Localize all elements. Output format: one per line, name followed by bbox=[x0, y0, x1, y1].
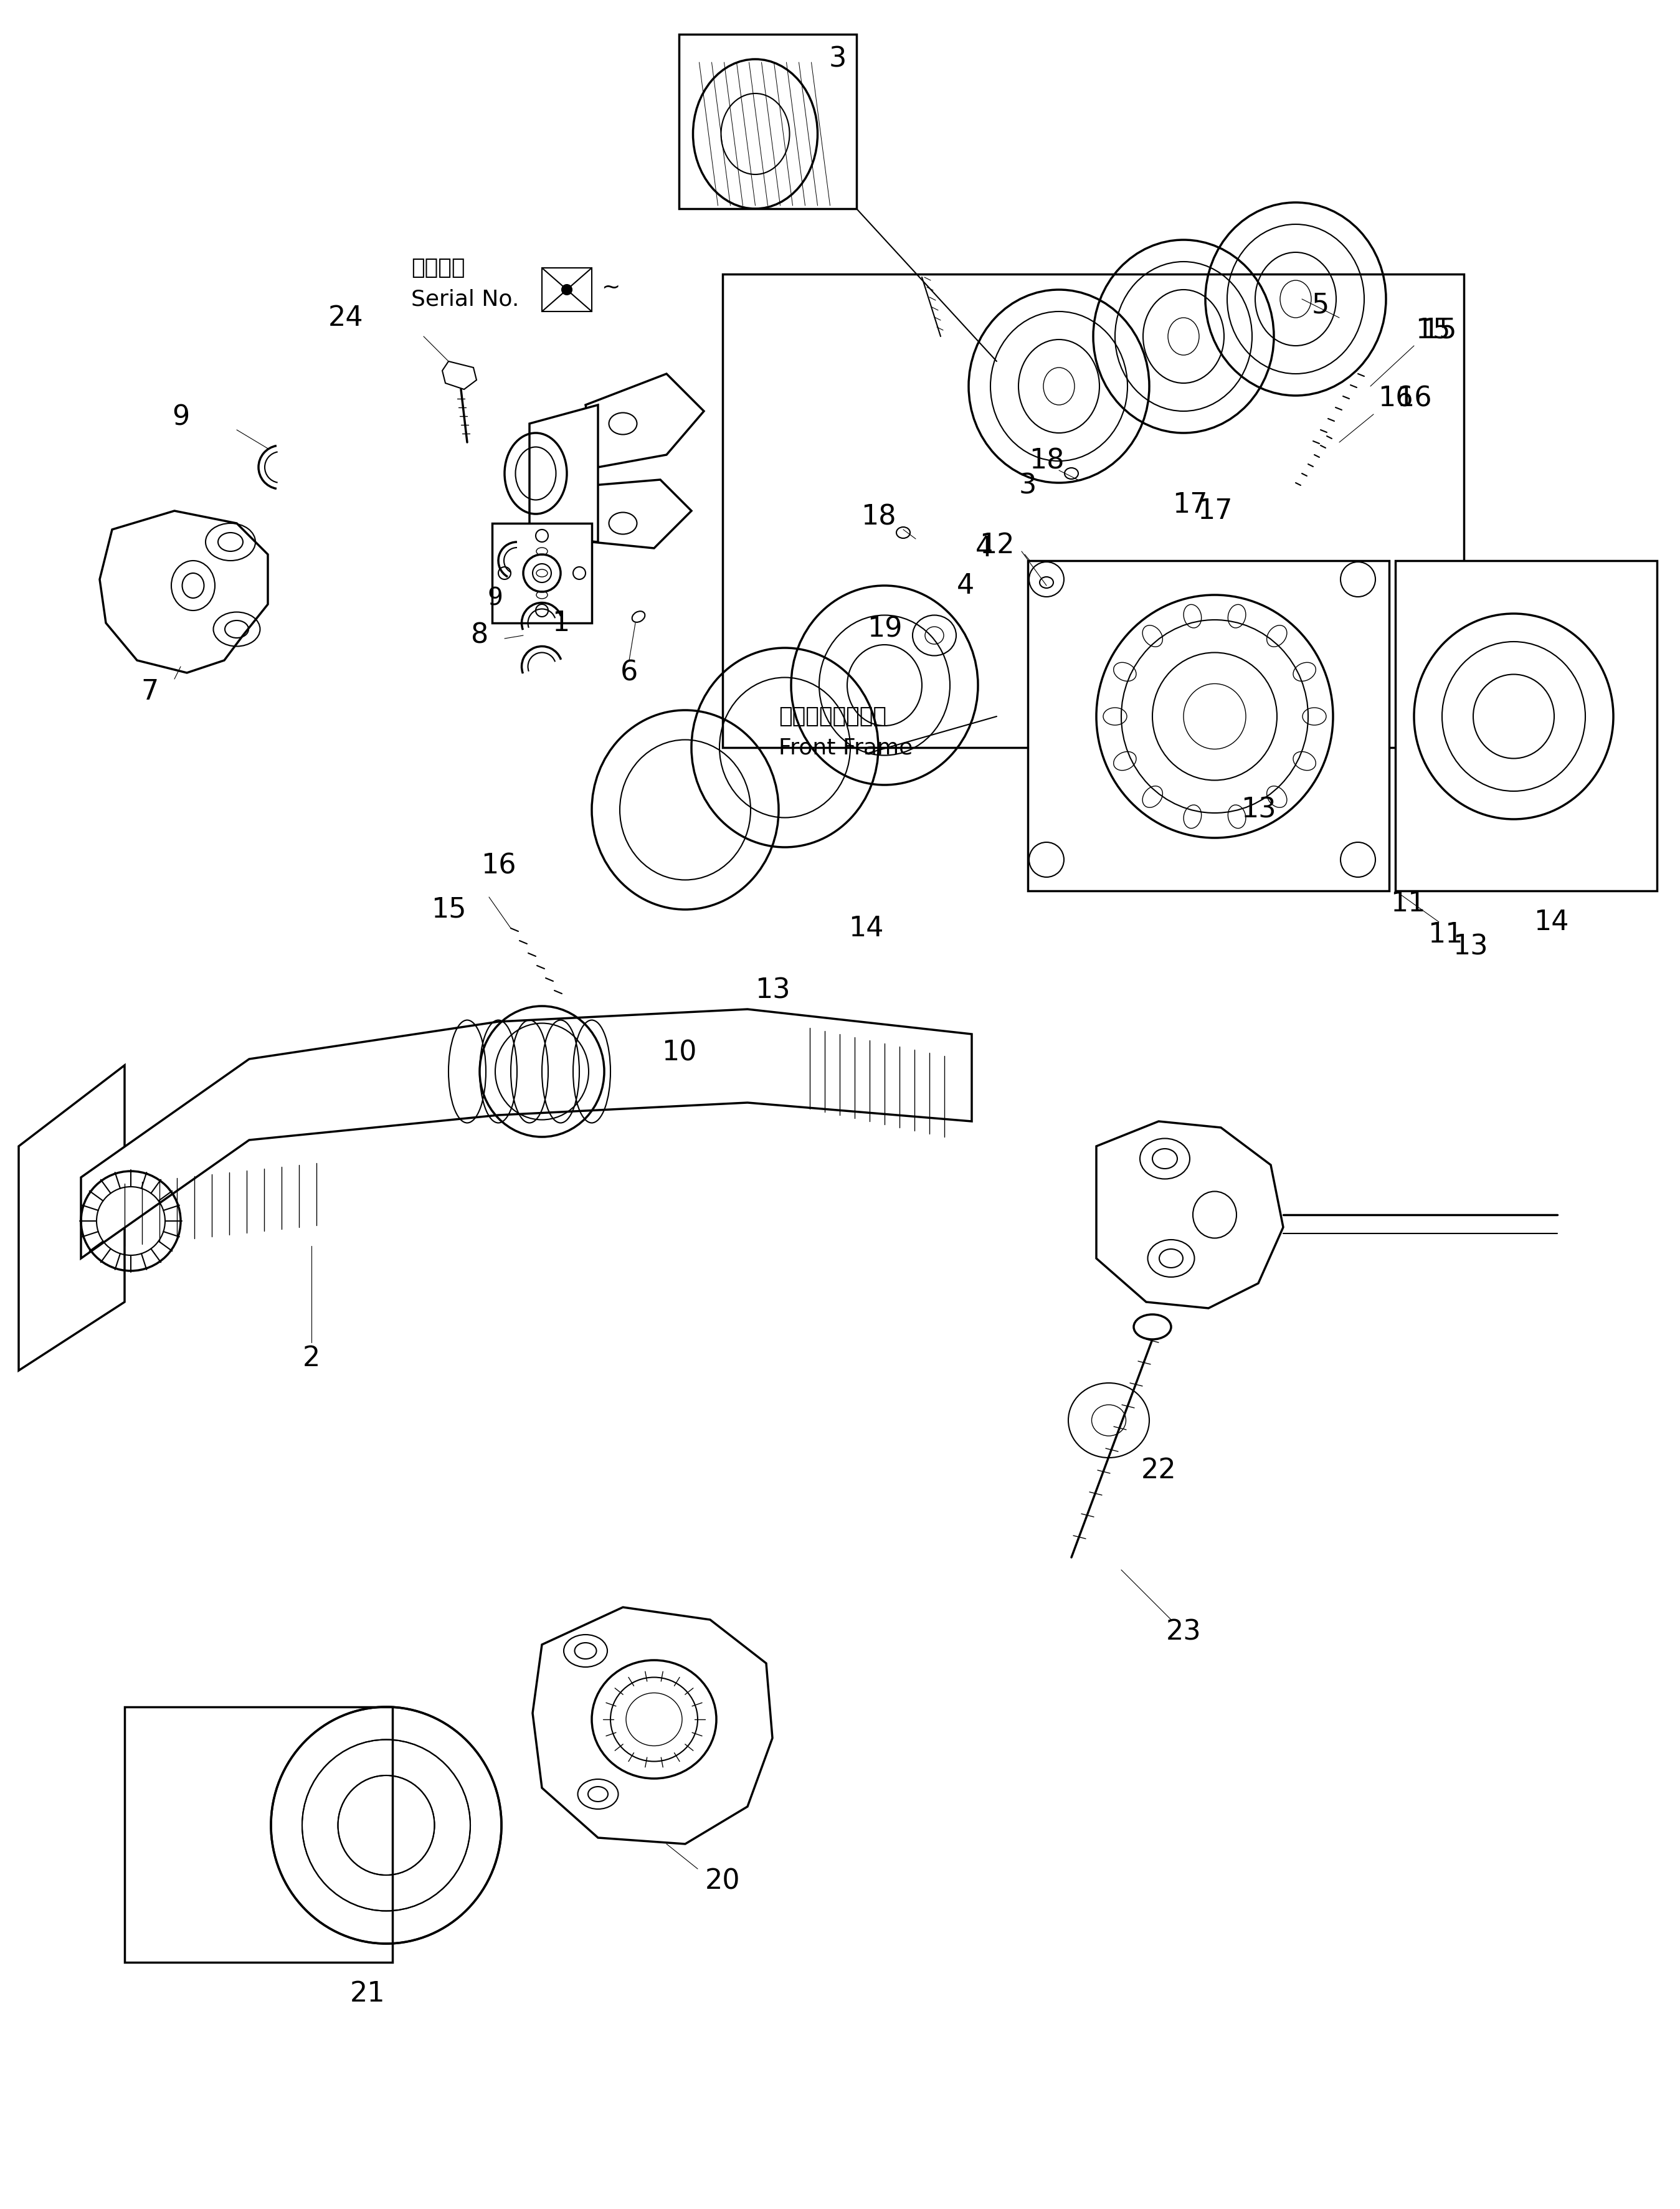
Text: 17: 17 bbox=[1198, 497, 1233, 524]
Text: 24: 24 bbox=[328, 305, 363, 331]
Text: 4: 4 bbox=[956, 572, 974, 599]
Text: 6: 6 bbox=[620, 660, 638, 687]
Text: 9: 9 bbox=[171, 404, 190, 431]
Bar bbox=[679, 35, 857, 208]
Text: 14: 14 bbox=[848, 915, 884, 941]
Text: 2: 2 bbox=[302, 1345, 321, 1372]
Text: 15: 15 bbox=[1415, 316, 1450, 345]
Text: 15: 15 bbox=[430, 897, 465, 923]
Text: 23: 23 bbox=[1166, 1619, 1201, 1646]
Text: 5: 5 bbox=[1312, 292, 1329, 318]
Polygon shape bbox=[533, 1608, 773, 1845]
Text: 3: 3 bbox=[1020, 473, 1037, 499]
Text: 18: 18 bbox=[860, 504, 895, 530]
Bar bbox=[1396, 561, 1656, 890]
Bar bbox=[543, 267, 591, 311]
Text: 11: 11 bbox=[1389, 890, 1425, 917]
Text: ~: ~ bbox=[601, 276, 620, 298]
Polygon shape bbox=[722, 274, 1463, 747]
Polygon shape bbox=[18, 1065, 124, 1370]
Bar bbox=[1028, 561, 1389, 890]
Polygon shape bbox=[586, 373, 704, 468]
Text: 11: 11 bbox=[1428, 921, 1463, 948]
Text: 16: 16 bbox=[1378, 384, 1413, 413]
Text: Front Frame: Front Frame bbox=[778, 738, 912, 758]
Text: 16: 16 bbox=[480, 853, 516, 879]
Polygon shape bbox=[81, 1010, 971, 1259]
Text: 13: 13 bbox=[1240, 797, 1275, 824]
Polygon shape bbox=[529, 404, 598, 541]
Text: 19: 19 bbox=[867, 616, 902, 643]
Text: 13: 13 bbox=[754, 976, 790, 1003]
Text: 14: 14 bbox=[1534, 908, 1569, 934]
Polygon shape bbox=[99, 510, 267, 674]
Text: 7: 7 bbox=[141, 678, 158, 705]
Text: Serial No.: Serial No. bbox=[412, 289, 519, 309]
Bar bbox=[492, 524, 591, 623]
Text: 16: 16 bbox=[1396, 384, 1431, 413]
Text: 13: 13 bbox=[1453, 934, 1488, 961]
Text: 21: 21 bbox=[349, 1979, 385, 2006]
Circle shape bbox=[561, 285, 571, 294]
Text: 17: 17 bbox=[1173, 490, 1208, 517]
Text: 4: 4 bbox=[976, 535, 993, 561]
Text: 9: 9 bbox=[487, 585, 502, 610]
Text: 適用号機: 適用号機 bbox=[412, 256, 465, 278]
Text: フロントフレーム: フロントフレーム bbox=[778, 707, 887, 727]
Polygon shape bbox=[442, 362, 477, 389]
Text: 3: 3 bbox=[828, 46, 847, 73]
Text: 10: 10 bbox=[662, 1040, 697, 1067]
Polygon shape bbox=[586, 479, 692, 548]
Text: 15: 15 bbox=[1421, 316, 1457, 345]
Text: 1: 1 bbox=[551, 610, 570, 636]
Polygon shape bbox=[124, 1708, 393, 1962]
Polygon shape bbox=[1097, 1122, 1284, 1308]
Ellipse shape bbox=[1134, 1314, 1171, 1339]
Text: 18: 18 bbox=[1028, 448, 1063, 475]
Text: 8: 8 bbox=[470, 623, 489, 649]
Text: 12: 12 bbox=[979, 532, 1015, 559]
Text: 20: 20 bbox=[706, 1869, 741, 1895]
Text: 22: 22 bbox=[1141, 1456, 1176, 1484]
